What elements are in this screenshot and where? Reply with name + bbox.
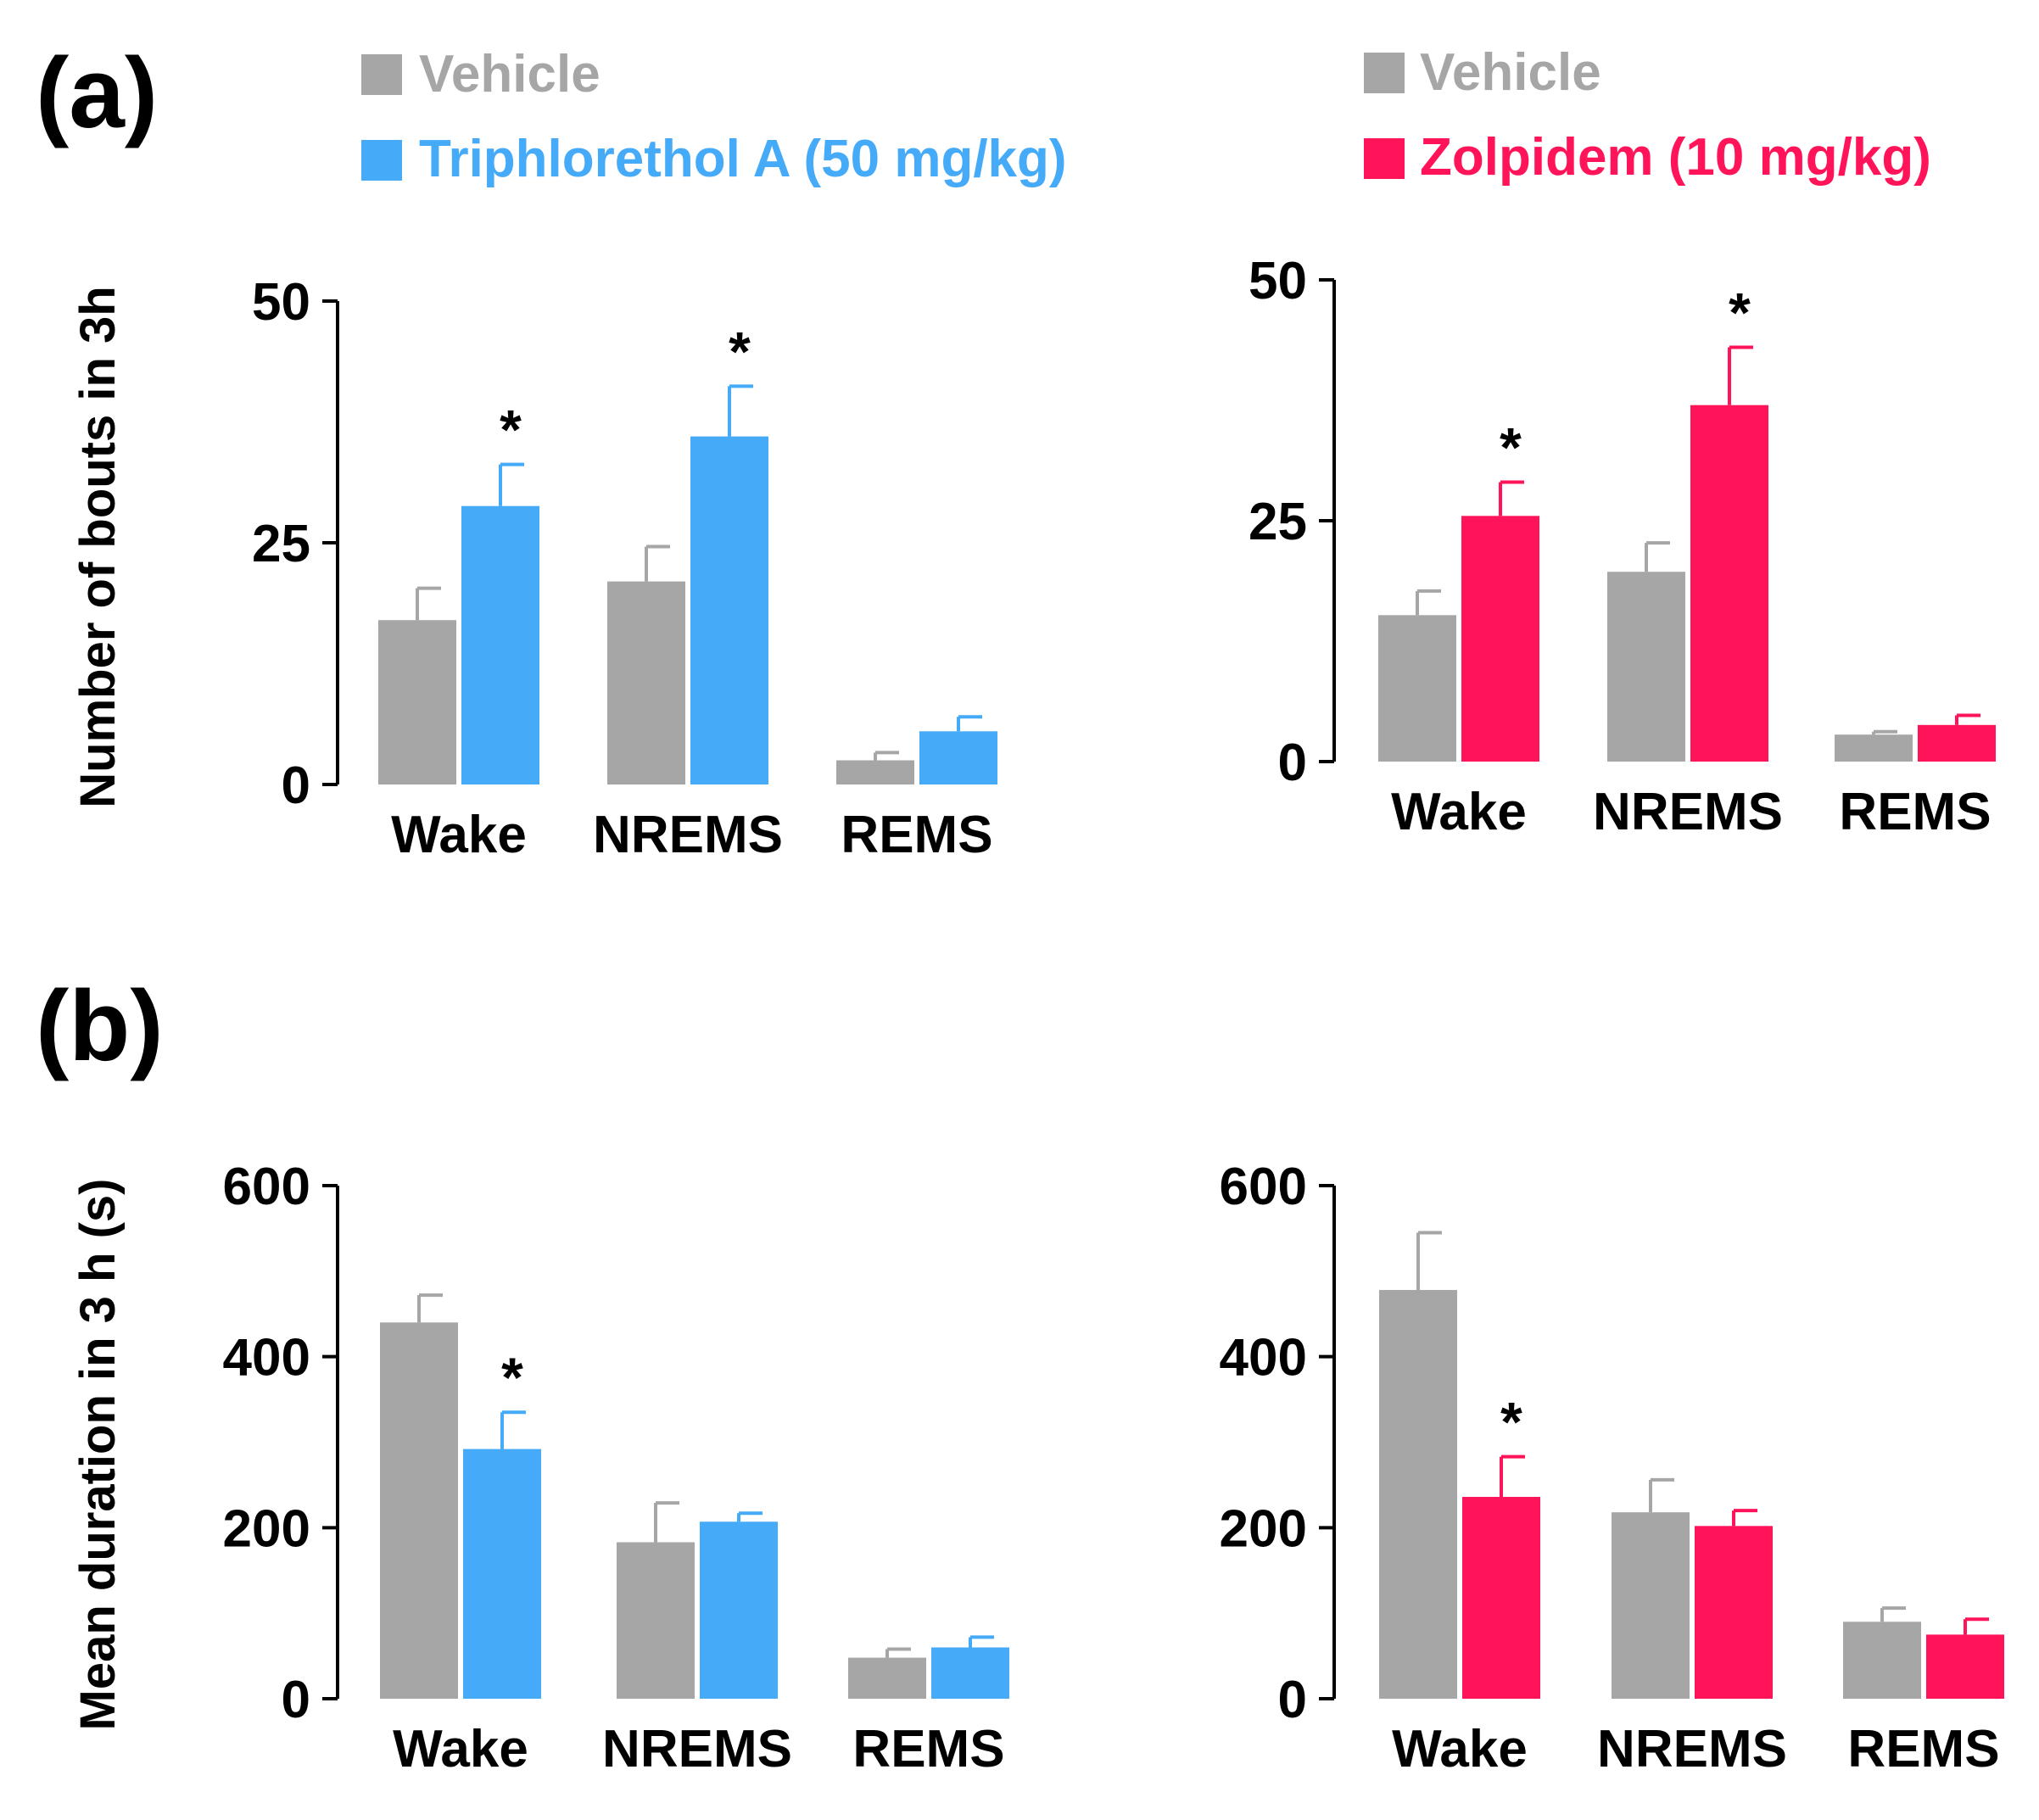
- bar-nrems-vehicle: [1607, 572, 1685, 762]
- legend-left-vehicle-swatch: [361, 54, 402, 95]
- bar-nrems-drug: [690, 436, 768, 784]
- legend-right-drug-swatch: [1364, 138, 1405, 179]
- y-tick-label: 200: [1220, 1499, 1307, 1558]
- x-tick-label: NREMS: [602, 1720, 792, 1778]
- y-tick-label: 600: [1220, 1158, 1307, 1216]
- legend-left: Vehicle Triphlorethol A (50 mg/kg): [361, 45, 1067, 188]
- legend-right-vehicle-label: Vehicle: [1420, 43, 1601, 102]
- bar-nrems-vehicle: [1612, 1512, 1690, 1699]
- bar-wake-vehicle: [1378, 615, 1456, 762]
- significance-marker: *: [729, 320, 751, 382]
- x-tick-label: REMS: [841, 806, 992, 864]
- legend-left-vehicle-label: Vehicle: [419, 45, 601, 103]
- x-tick-label: Wake: [1392, 1720, 1528, 1778]
- bar-nrems-vehicle: [607, 581, 685, 784]
- bar-rems-vehicle: [1843, 1622, 1921, 1699]
- bar-rems-drug: [931, 1647, 1009, 1699]
- y-tick-label: 600: [223, 1158, 310, 1216]
- x-tick-label: NREMS: [593, 806, 783, 864]
- y-tick-label: 50: [252, 273, 310, 332]
- bar-wake-vehicle: [380, 1322, 458, 1699]
- significance-marker: *: [500, 399, 522, 461]
- bar-rems-drug: [1918, 724, 1996, 762]
- x-tick-label: Wake: [1391, 783, 1527, 841]
- bar-rems-vehicle: [1835, 734, 1913, 762]
- x-tick-label: REMS: [1839, 783, 1991, 841]
- chart-a-left: 0 25 50 Number of bouts in 3h Wake NREMS REMS *…: [70, 273, 997, 864]
- x-tick-label: NREMS: [1597, 1720, 1787, 1778]
- chart-b-left: 0 200 400 600 Mean duration in 3 h (s) Wake NR…: [70, 1158, 1009, 1778]
- y-tick-label: 200: [223, 1499, 310, 1558]
- panel-label-a: (a): [36, 37, 158, 149]
- y-axis-label: Mean duration in 3 h (s): [70, 1179, 126, 1731]
- significance-marker: *: [1729, 282, 1751, 344]
- bar-wake-vehicle: [1379, 1290, 1457, 1699]
- bar-wake-drug: [1461, 516, 1539, 762]
- legend-right-drug-label: Zolpidem (10 mg/kg): [1420, 128, 1931, 187]
- legend-right-vehicle-swatch: [1364, 53, 1405, 93]
- y-tick-label: 0: [282, 756, 310, 815]
- y-tick-label: 0: [1278, 1671, 1307, 1729]
- x-tick-label: Wake: [391, 806, 527, 864]
- bar-wake-drug: [463, 1449, 541, 1699]
- y-tick-label: 25: [252, 515, 310, 573]
- y-tick-label: 400: [1220, 1329, 1307, 1387]
- y-tick-label: 0: [282, 1671, 310, 1729]
- y-tick-label: 400: [223, 1329, 310, 1387]
- bar-rems-vehicle: [836, 760, 914, 784]
- chart-a-right: 0 25 50 Wake NREMS REMS * *: [1249, 252, 1996, 841]
- chart-b-right: 0 200 400 600 Wake NREMS REMS *: [1220, 1158, 2004, 1778]
- legend-right: Vehicle Zolpidem (10 mg/kg): [1364, 43, 1931, 187]
- bar-nrems-drug: [1695, 1526, 1773, 1699]
- x-tick-label: REMS: [1847, 1720, 1999, 1778]
- x-tick-label: REMS: [852, 1720, 1004, 1778]
- bar-wake-drug: [461, 505, 539, 784]
- bar-rems-vehicle: [848, 1657, 926, 1699]
- significance-marker: *: [1500, 1391, 1522, 1454]
- bar-nrems-drug: [1690, 405, 1768, 762]
- bar-nrems-vehicle: [617, 1542, 695, 1699]
- bar-rems-drug: [919, 731, 997, 784]
- bar-rems-drug: [1926, 1634, 2004, 1699]
- y-tick-label: 50: [1249, 252, 1307, 310]
- bar-wake-vehicle: [378, 620, 456, 784]
- y-tick-label: 25: [1249, 493, 1307, 551]
- legend-left-drug-swatch: [361, 140, 402, 181]
- panel-label-b: (b): [36, 970, 164, 1082]
- y-axis-label: Number of bouts in 3h: [70, 286, 126, 807]
- bar-nrems-drug: [700, 1521, 778, 1699]
- significance-marker: *: [1500, 416, 1522, 479]
- x-tick-label: NREMS: [1593, 783, 1783, 841]
- x-tick-label: Wake: [393, 1720, 528, 1778]
- legend-left-drug-label: Triphlorethol A (50 mg/kg): [419, 130, 1067, 188]
- bar-wake-drug: [1462, 1497, 1540, 1699]
- y-tick-label: 0: [1278, 734, 1307, 792]
- significance-marker: *: [501, 1346, 523, 1409]
